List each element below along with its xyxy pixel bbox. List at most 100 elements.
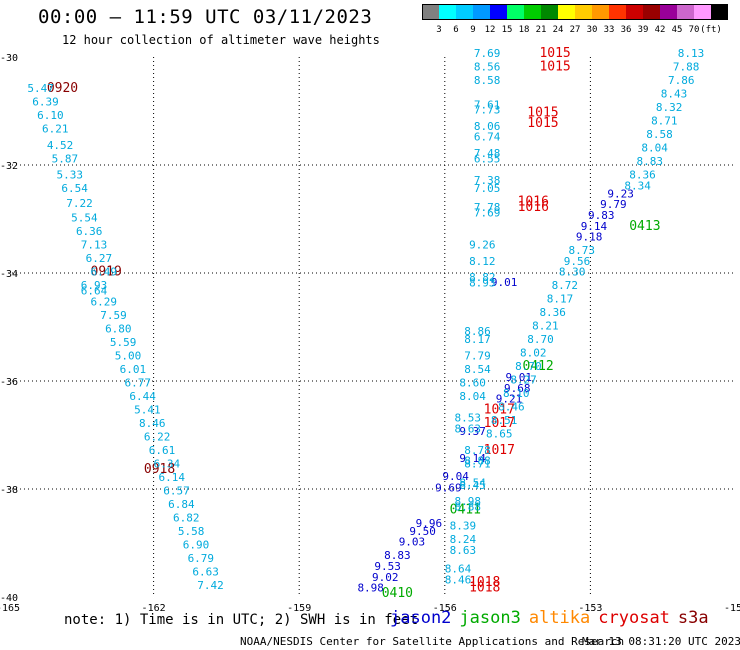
wave-height-label: 9.68	[504, 382, 531, 395]
wave-height-label: 8.56	[474, 61, 501, 74]
wave-height-label: 8.70	[527, 333, 554, 346]
legend-s3a: s3a	[677, 608, 709, 628]
wave-height-label: 8.13	[678, 47, 705, 60]
x-tick-label: -165	[0, 603, 20, 614]
wave-height-label: 8.88	[464, 455, 491, 468]
legend-altika: altika	[528, 608, 591, 628]
wave-height-label: 6.10	[37, 109, 64, 122]
pass-time-label: 1016	[518, 195, 549, 210]
wave-height-label: 6.01	[120, 363, 147, 376]
wave-height-label: 6.55	[474, 152, 501, 165]
wave-height-label: 8.72	[552, 279, 579, 292]
wave-height-label: 6.90	[183, 538, 210, 551]
pass-time-label: 1015	[527, 116, 558, 131]
chart-title: 00:00 – 11:59 UTC 03/11/2023	[38, 6, 373, 28]
wave-height-label: 5.59	[110, 336, 137, 349]
wave-height-label: 8.02	[520, 347, 547, 360]
wave-height-label: 6.77	[124, 376, 151, 389]
wave-height-label: 7.38	[474, 174, 501, 187]
colorbar-swatch	[626, 4, 643, 20]
wave-height-label: 8.83	[384, 549, 411, 562]
wave-height-label: 8.83	[637, 155, 664, 168]
wave-height-label: 9.53	[374, 560, 401, 573]
wave-height-label: 7.86	[668, 74, 695, 87]
pass-time-label: 0919	[91, 265, 122, 280]
wave-height-label: 8.73	[569, 244, 596, 257]
wave-height-label: 5.47	[27, 82, 54, 95]
colorbar-label: 27	[569, 25, 581, 35]
colorbar-label: 30	[586, 25, 598, 35]
wave-height-label: 9.03	[399, 536, 426, 549]
wave-height-label: 8.71	[464, 457, 491, 470]
colorbar-label: 42	[654, 25, 666, 35]
wave-height-label: 8.64	[445, 563, 472, 576]
wave-height-label: 8.04	[641, 142, 668, 155]
wave-height-label: 7.73	[474, 104, 501, 117]
pass-time-label: 1018	[469, 581, 500, 596]
wave-height-label: 8.45	[459, 479, 486, 492]
wave-height-label: 9.50	[409, 525, 436, 538]
pass-time-label: 1016	[518, 200, 549, 215]
colorbar-label: 3	[436, 25, 442, 35]
colorbar-label: 36	[620, 25, 632, 35]
colorbar-label: (ft)	[700, 25, 722, 35]
y-tick-label: -36	[0, 377, 18, 388]
wave-height-label: 8.06	[474, 120, 501, 133]
wave-height-label: 8.46	[498, 401, 524, 414]
wave-height-label: 8.63	[450, 544, 477, 557]
wave-height-label: 7.69	[474, 47, 501, 60]
wave-height-label: 5.87	[52, 152, 79, 165]
wave-height-label: 6.29	[91, 295, 118, 308]
wave-height-label: 8.34	[624, 179, 651, 192]
x-tick-label: -156	[433, 603, 457, 614]
colorbar-label: 39	[637, 25, 649, 35]
wave-height-label: 6.36	[76, 225, 103, 238]
pass-time-label: 0918	[144, 462, 175, 477]
colorbar-swatch	[439, 4, 456, 20]
wave-height-label: 8.63	[455, 422, 482, 435]
wave-height-label: 7.05	[474, 182, 501, 195]
wave-height-label: 8.88	[455, 501, 482, 514]
pass-time-label: 1017	[484, 402, 515, 417]
wave-height-label: 8.12	[469, 255, 496, 268]
wave-height-label: 7.69	[474, 206, 501, 219]
colorbar-label: 9	[470, 25, 476, 35]
wave-height-label: 8.43	[661, 88, 688, 101]
colorbar-label: 12	[484, 25, 496, 35]
wave-height-label: 8.60	[459, 376, 486, 389]
colorbar-label: 18	[518, 25, 530, 35]
wave-height-label: 9.26	[469, 239, 496, 252]
wave-height-label: 6.63	[192, 565, 219, 578]
wave-height-label: 6.21	[42, 123, 68, 136]
colorbar-swatch	[711, 4, 728, 20]
chart-subtitle: 12 hour collection of altimeter wave hei…	[62, 33, 380, 47]
y-tick-label: -30	[0, 53, 18, 64]
pass-time-label: 1015	[539, 60, 570, 75]
wave-height-label: 8.78	[464, 444, 491, 457]
colorbar-swatch	[422, 4, 439, 20]
wave-height-label: 9.83	[588, 209, 615, 222]
colorbar-swatch	[660, 4, 677, 20]
wave-height-label: 8.27	[510, 374, 537, 387]
pass-time-label: 0413	[629, 219, 660, 234]
wave-height-label: 9.96	[416, 517, 443, 530]
colorbar-swatch	[609, 4, 626, 20]
wave-height-label: 7.22	[66, 197, 93, 210]
wave-height-label: 6.54	[61, 182, 88, 195]
wave-height-label: 6.57	[163, 484, 190, 497]
pass-time-label: 1015	[527, 105, 558, 120]
wave-height-label: 8.65	[486, 428, 513, 441]
pass-time-label: 0412	[522, 359, 553, 374]
pass-time-label: 0410	[382, 586, 413, 601]
pass-time-label: 1017	[484, 443, 515, 458]
wave-height-label: 9.18	[576, 231, 603, 244]
wave-height-label: 5.54	[71, 212, 98, 225]
wave-height-label: 8.70	[515, 360, 542, 373]
wave-height-label: 7.79	[464, 349, 491, 362]
colorbar-label: 70	[688, 25, 700, 35]
wave-height-label: 8.58	[646, 128, 673, 141]
pass-time-label: 0920	[47, 81, 78, 96]
wave-height-label: 8.54	[459, 476, 486, 489]
wave-height-label: 6.34	[154, 457, 181, 470]
wave-height-label: 7.48	[474, 147, 501, 160]
